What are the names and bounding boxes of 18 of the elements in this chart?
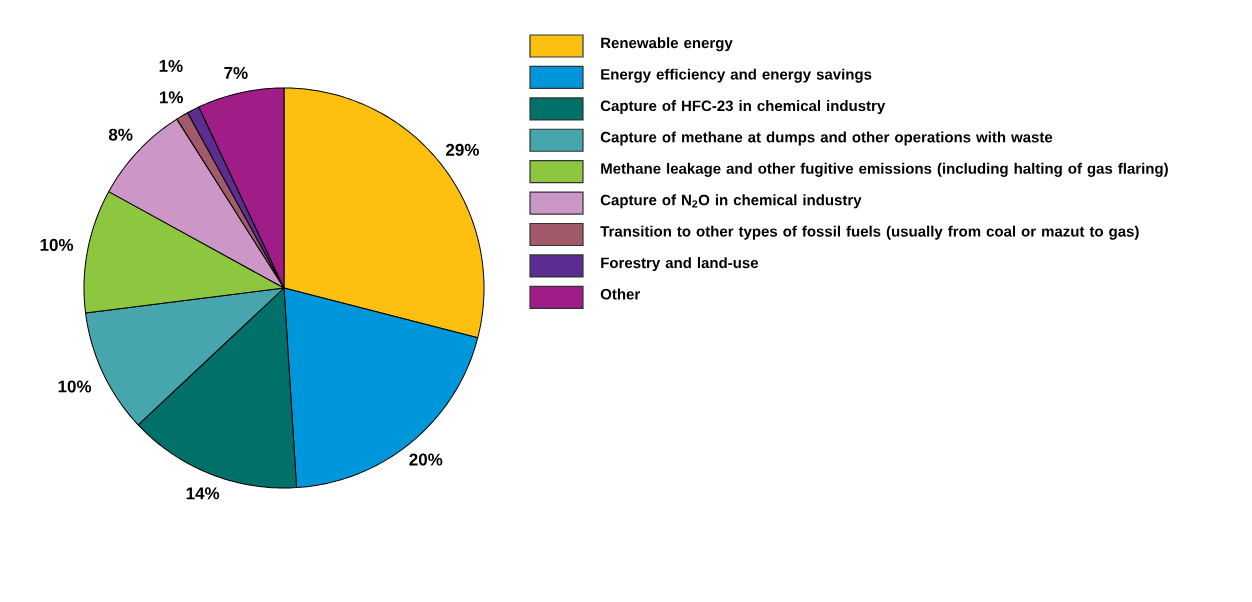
legend-label: Forestry and land-use bbox=[601, 257, 759, 272]
legend-label: Methane leakage and other fugitive emissions (including halting of gas flaring) bbox=[601, 162, 1168, 177]
data-label: 10% bbox=[40, 238, 74, 251]
data-label: 7% bbox=[224, 66, 248, 79]
legend-label: Renewable energy bbox=[601, 37, 733, 52]
legend-label: Capture of N$_{2}$O in chemical industry bbox=[600, 194, 862, 209]
legend-label: Transition to other types of fossil fuels (usually from coal or mazut to gas) bbox=[600, 225, 1139, 240]
legend-label: Capture of HFC-23 in chemical industry bbox=[600, 100, 886, 115]
legend-label: Capture of methane at dumps and other operations with waste bbox=[600, 131, 1053, 146]
data-label: 1% bbox=[159, 59, 183, 72]
legend-label: Energy efficiency and energy savings bbox=[601, 68, 872, 83]
data-label: 20% bbox=[409, 453, 443, 466]
data-label: 10% bbox=[58, 380, 92, 393]
legend-label: Other bbox=[600, 288, 640, 300]
data-label: 14% bbox=[186, 487, 220, 500]
data-label: 1% bbox=[159, 91, 183, 104]
data-label: 8% bbox=[108, 128, 133, 141]
data-label: 29% bbox=[446, 143, 479, 156]
